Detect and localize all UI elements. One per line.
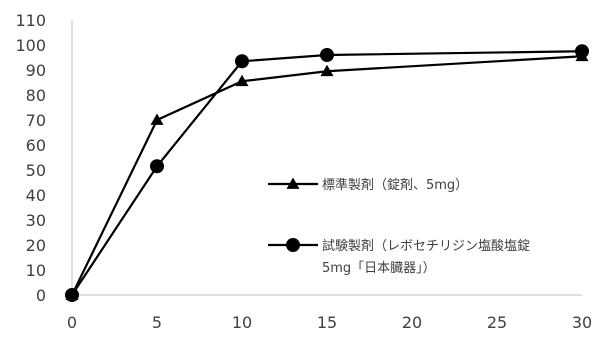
- y-tick-label: 40: [26, 186, 46, 205]
- data-point-triangle: [150, 113, 164, 125]
- y-tick-label: 10: [26, 261, 46, 280]
- legend: 標準製剤（錠剤、5mg） 試験製剤（レボセチリジン塩酸塩錠 5mg「日本臓器」）: [268, 177, 530, 276]
- y-tick-label: 80: [26, 86, 46, 105]
- x-tick-label: 15: [317, 313, 337, 332]
- x-tick-label: 10: [232, 313, 252, 332]
- y-tick-labels: 0 10 20 30 40 50 60 70 80 90 100 110: [15, 11, 46, 305]
- x-tick-label: 30: [572, 313, 592, 332]
- series-line: [71, 50, 583, 296]
- x-tick-label: 20: [402, 313, 422, 332]
- x-tick-label: 25: [487, 313, 507, 332]
- axes: [71, 20, 582, 296]
- series-2: [65, 44, 589, 302]
- data-point-triangle: [320, 64, 334, 77]
- y-tick-label: 100: [15, 36, 46, 55]
- x-tick-labels: 0 5 10 15 20 25 30: [67, 313, 592, 332]
- legend-label: 標準製剤（錠剤、5mg）: [322, 177, 468, 193]
- y-tick-label: 90: [26, 61, 46, 80]
- x-tick-label: 0: [67, 313, 77, 332]
- legend-item-1: 標準製剤（錠剤、5mg）: [268, 177, 468, 193]
- y-tick-label: 70: [26, 111, 46, 130]
- legend-marker-circle: [286, 238, 300, 252]
- series-layer: [65, 44, 589, 302]
- legend-label: 試験製剤（レボセチリジン塩酸塩錠: [322, 238, 530, 254]
- y-tick-label: 110: [15, 11, 46, 30]
- y-tick-label: 30: [26, 211, 46, 230]
- legend-marker-triangle: [286, 177, 300, 189]
- y-tick-label: 60: [26, 136, 46, 155]
- y-tick-label: 20: [26, 236, 46, 255]
- data-point-circle: [65, 288, 79, 302]
- data-point-triangle: [235, 74, 249, 87]
- data-point-circle: [150, 159, 164, 174]
- y-tick-label: 0: [36, 286, 46, 305]
- legend-label: 5mg「日本臓器」）: [322, 261, 436, 276]
- series-line: [71, 55, 583, 296]
- data-point-circle: [575, 44, 589, 59]
- data-point-circle: [235, 54, 249, 69]
- x-tick-label: 5: [152, 313, 162, 332]
- legend-item-2: 試験製剤（レボセチリジン塩酸塩錠 5mg「日本臓器」）: [268, 238, 530, 276]
- data-point-circle: [320, 48, 334, 62]
- y-tick-label: 50: [26, 161, 46, 180]
